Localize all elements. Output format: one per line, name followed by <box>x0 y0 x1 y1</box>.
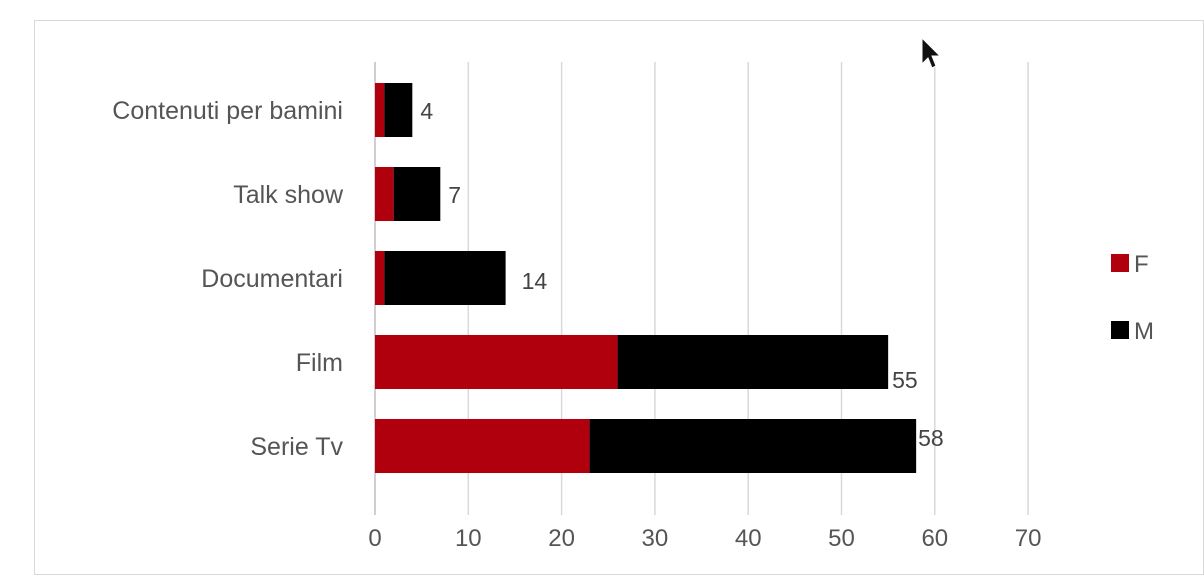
x-tick-label: 50 <box>828 525 855 552</box>
x-tick-label: 70 <box>1015 525 1042 552</box>
bar-segment-f <box>375 167 394 221</box>
bar-segment-m <box>384 251 506 305</box>
mouse-pointer-icon <box>921 36 942 69</box>
bar-segment-f <box>375 251 385 305</box>
data-label-total: 14 <box>522 268 548 294</box>
x-tick-label: 60 <box>921 525 948 552</box>
data-label-total: 58 <box>918 425 944 451</box>
labels: 0 10 20 30 40 50 60 70 Contenuti per bamini 4 Talk… <box>112 97 1041 552</box>
bars <box>375 83 917 473</box>
x-tick-label: 0 <box>368 525 381 552</box>
category-label: Documentari <box>201 265 343 293</box>
category-label: Contenuti per bamini <box>112 97 343 125</box>
chart-frame <box>34 20 1204 575</box>
legend-label-f: F <box>1134 251 1149 278</box>
bar-segment-m <box>589 419 917 473</box>
category-label: Serie Tv <box>250 433 343 461</box>
x-tick-label: 20 <box>548 525 575 552</box>
data-label-total: 7 <box>448 182 461 208</box>
bar-segment-f <box>375 335 618 389</box>
x-tick-label: 30 <box>642 525 669 552</box>
legend: FM <box>1111 251 1154 345</box>
data-label-total: 4 <box>420 98 433 124</box>
category-label: Film <box>296 349 343 377</box>
bar-segment-m <box>617 335 889 389</box>
data-label-total: 55 <box>892 367 918 393</box>
bar-segment-m <box>393 167 441 221</box>
category-label: Talk show <box>233 181 344 209</box>
legend-swatch-m <box>1111 321 1129 339</box>
x-tick-label: 40 <box>735 525 762 552</box>
bar-segment-m <box>384 83 413 137</box>
bar-segment-f <box>375 83 385 137</box>
legend-swatch-f <box>1111 254 1129 272</box>
x-tick-label: 10 <box>455 525 482 552</box>
bar-segment-f <box>375 419 590 473</box>
legend-label-m: M <box>1134 318 1154 345</box>
